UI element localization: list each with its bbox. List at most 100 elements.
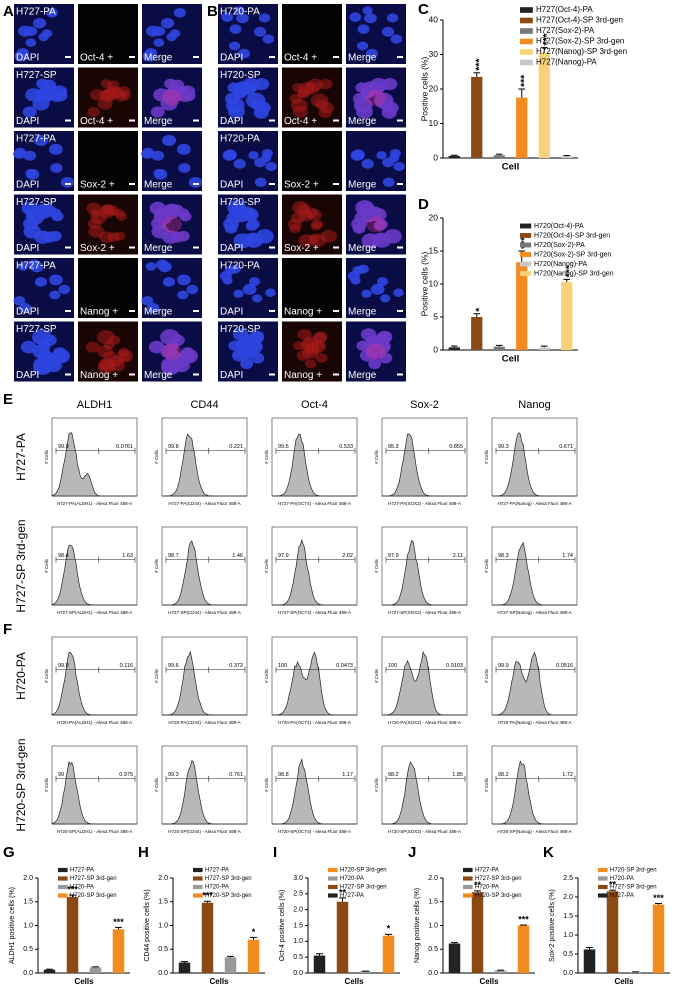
gate-value: 2.11 bbox=[453, 553, 463, 559]
axis-label: H727-SP(Nanog) - Alexa Fluor 488-A bbox=[497, 610, 571, 615]
gate-value: 0.221 bbox=[229, 444, 243, 450]
legend-swatch bbox=[520, 59, 533, 66]
bar bbox=[336, 901, 349, 973]
legend-label: H720-PA bbox=[340, 876, 364, 882]
nucleus bbox=[49, 290, 61, 300]
y-axis-title: CD44 positive cells (%) bbox=[144, 889, 151, 961]
stain bbox=[311, 219, 324, 229]
micrograph: DAPI H720-PA bbox=[218, 131, 278, 191]
image-label: Merge bbox=[348, 180, 377, 191]
nucleus bbox=[53, 347, 66, 357]
x-axis-title: Cell bbox=[502, 354, 519, 365]
gate-value: 98.7 bbox=[168, 553, 179, 559]
y-tick-label: 1.5 bbox=[563, 913, 573, 920]
legend-swatch bbox=[193, 867, 203, 873]
legend-swatch bbox=[598, 884, 608, 890]
image-label: DAPI bbox=[16, 243, 39, 254]
legend-swatch bbox=[328, 884, 338, 890]
y-tick-label: 2.0 bbox=[158, 875, 168, 882]
histogram bbox=[162, 540, 247, 606]
axis-label: # Cells bbox=[264, 668, 269, 683]
stain bbox=[90, 208, 102, 218]
nucleus bbox=[45, 8, 58, 18]
cell-label: H720-SP bbox=[220, 197, 261, 208]
histogram bbox=[51, 760, 137, 825]
scale-bar bbox=[129, 119, 135, 122]
stain bbox=[87, 218, 102, 230]
nucleus bbox=[380, 294, 391, 303]
nucleus bbox=[355, 105, 373, 119]
histogram bbox=[162, 760, 247, 825]
nucleus bbox=[18, 302, 32, 314]
micrograph: Nanog + bbox=[78, 258, 138, 318]
x-axis-title: Cells bbox=[614, 977, 634, 986]
legend-label: H720(Sox-2)-PA bbox=[534, 242, 585, 249]
micrograph: DAPI H727-PA bbox=[14, 4, 74, 64]
image-background bbox=[78, 4, 138, 64]
legend-label: H720-PA bbox=[70, 885, 94, 891]
plot-frame bbox=[491, 745, 578, 825]
stain-overlay bbox=[366, 89, 386, 106]
nucleus bbox=[186, 284, 199, 295]
axis-label: # Cells bbox=[44, 777, 49, 792]
axis-label: # Cells bbox=[374, 777, 379, 792]
gate-value: 99.8 bbox=[168, 444, 179, 450]
axis-label: H720-PA(Nanog) - Alexa Fluor 488-A bbox=[498, 720, 572, 725]
nucleus bbox=[153, 168, 168, 180]
nucleus bbox=[393, 161, 405, 171]
nucleus bbox=[248, 151, 259, 160]
stain bbox=[292, 105, 309, 118]
nucleus bbox=[355, 200, 375, 216]
stain-overlay bbox=[366, 343, 386, 360]
cell-label: H720-PA bbox=[220, 134, 260, 145]
image-label: Nanog + bbox=[80, 307, 118, 318]
histogram bbox=[51, 544, 137, 606]
legend-swatch bbox=[58, 876, 68, 881]
y-axis-title: Oct-4 positive cells (%) bbox=[279, 890, 286, 962]
nucleus bbox=[40, 204, 56, 217]
axis-label: H727-SP(ALDH1) - Alexa Fluor 488-A bbox=[57, 610, 133, 615]
legend-label: H720-PA bbox=[205, 885, 229, 891]
nucleus bbox=[361, 86, 376, 99]
nucleus bbox=[162, 134, 177, 147]
y-tick-label: 1.0 bbox=[293, 938, 303, 945]
gate-value: 0.671 bbox=[559, 444, 573, 450]
histogram bbox=[492, 760, 577, 825]
legend-swatch bbox=[520, 49, 533, 55]
nucleus bbox=[150, 106, 165, 118]
image-label: DAPI bbox=[220, 53, 243, 64]
nucleus bbox=[36, 78, 49, 89]
y-tick-label: 2.0 bbox=[23, 875, 33, 882]
bar bbox=[471, 317, 483, 350]
y-tick-label: 1.0 bbox=[428, 922, 438, 929]
legend-label: H720(Oct-4)-SP 3rd-gen bbox=[534, 232, 610, 239]
row-label: H720-SP 3rd-gen bbox=[14, 738, 28, 831]
micrograph: Merge bbox=[346, 131, 406, 191]
legend-swatch bbox=[328, 893, 338, 898]
micrograph: DAPI H727-SP bbox=[14, 67, 74, 128]
significance: *** bbox=[653, 893, 664, 903]
stain bbox=[87, 107, 100, 117]
scale-bar bbox=[65, 373, 71, 376]
image-label: DAPI bbox=[220, 243, 243, 254]
bar bbox=[516, 262, 528, 350]
legend-swatch bbox=[463, 867, 473, 873]
bar bbox=[561, 156, 573, 158]
y-tick-label: 2.0 bbox=[563, 894, 573, 901]
bar bbox=[606, 891, 619, 973]
gate-value: 0.116 bbox=[120, 663, 133, 669]
axis-label: # Cells bbox=[154, 668, 159, 683]
y-tick-label: 0.0 bbox=[428, 970, 438, 977]
significance: ** bbox=[474, 880, 482, 890]
scale-bar bbox=[397, 246, 403, 249]
stain-overlay bbox=[366, 216, 386, 233]
micrograph: Oct-4 + bbox=[282, 4, 342, 64]
nucleus bbox=[361, 158, 374, 169]
scale-bar bbox=[193, 373, 199, 376]
axis-label: # Cells bbox=[154, 449, 159, 464]
axis-label: # Cells bbox=[264, 777, 269, 792]
legend-swatch bbox=[463, 893, 473, 898]
stain bbox=[304, 359, 317, 369]
gate-value: 1.74 bbox=[562, 553, 573, 559]
nucleus bbox=[34, 134, 49, 147]
